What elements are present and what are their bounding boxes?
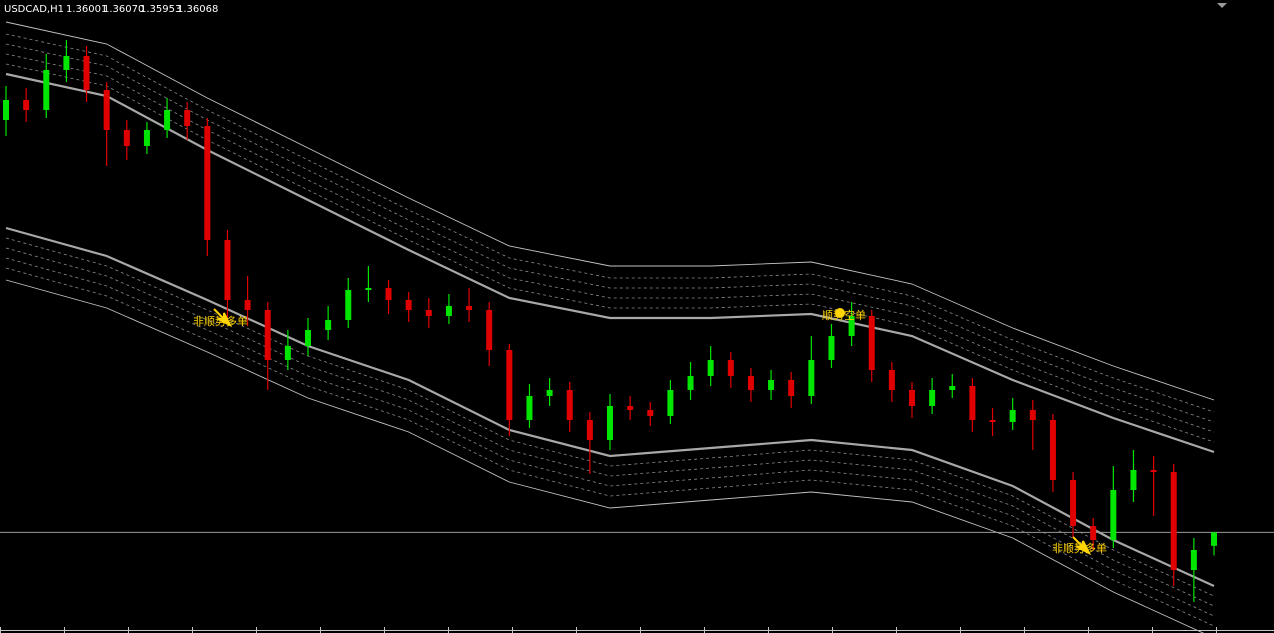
candle-body	[1150, 470, 1157, 472]
candle-body	[546, 390, 553, 396]
candle-body	[1190, 550, 1197, 570]
candle-body	[848, 316, 855, 336]
candle-body	[445, 306, 452, 316]
candle-body	[486, 310, 493, 350]
band-level	[5, 237, 1215, 597]
candle-body	[244, 300, 251, 310]
candle-body	[1110, 490, 1117, 540]
candle-body	[627, 406, 634, 410]
symbol: USDCAD,H1	[4, 4, 64, 15]
candle-body	[828, 336, 835, 360]
candle-body	[1211, 532, 1217, 546]
signal-dot	[835, 308, 845, 318]
candle-body	[305, 330, 311, 346]
candle-body	[687, 376, 694, 390]
candle-body	[23, 100, 30, 110]
band-center	[5, 226, 1215, 588]
candle-body	[1170, 472, 1177, 570]
candle-body	[909, 390, 915, 406]
signal-arrow	[1072, 536, 1092, 556]
quote: 1.36070	[103, 4, 144, 15]
candle-body	[83, 56, 90, 90]
candle-body	[808, 360, 815, 396]
candle-body	[969, 386, 976, 420]
candle-body	[888, 370, 895, 390]
candle-body	[868, 316, 875, 370]
candle-body	[1049, 420, 1056, 480]
candle-body	[1029, 410, 1036, 420]
candle-body	[989, 420, 996, 422]
candle-body	[103, 90, 110, 130]
candle-body	[506, 350, 513, 420]
candle-body	[1070, 480, 1077, 526]
candle-body	[566, 390, 573, 420]
candle-body	[526, 396, 533, 420]
candle-body	[3, 100, 9, 120]
candle-body	[365, 288, 372, 290]
signal-arrow	[213, 308, 233, 328]
candle-body	[123, 130, 130, 146]
candle-body	[43, 70, 50, 110]
band-edge	[5, 21, 1215, 401]
candle-body	[405, 300, 412, 310]
candle-body	[224, 240, 231, 300]
band-level	[5, 267, 1215, 627]
candle-body	[586, 420, 593, 440]
candle-body	[284, 346, 291, 360]
candle-body	[747, 376, 754, 390]
quote: 1.36001	[66, 4, 107, 15]
candle-body	[667, 390, 674, 416]
candle-body	[184, 110, 191, 126]
candle-body	[727, 360, 734, 376]
candle-body	[204, 126, 211, 240]
candle-body	[345, 290, 352, 320]
candle-body	[63, 56, 70, 70]
candle-body	[949, 386, 956, 390]
band-edge	[5, 279, 1205, 633]
candle-body	[325, 320, 332, 330]
candle-body	[788, 380, 795, 396]
candle-body	[1090, 526, 1097, 540]
candle-body	[425, 310, 432, 316]
candle-body	[647, 410, 654, 416]
candle-body	[1009, 410, 1016, 422]
candle-body	[143, 130, 150, 146]
candle-body	[707, 360, 714, 376]
candle-body	[164, 110, 171, 130]
candle-body	[607, 406, 613, 440]
quote: 1.36068	[177, 4, 218, 15]
band-level	[5, 247, 1215, 607]
candle-body	[264, 310, 271, 360]
shift-marker	[1217, 3, 1227, 8]
band-level	[5, 257, 1215, 617]
candle-body	[1130, 470, 1137, 490]
candle-body	[466, 306, 473, 310]
band-level	[5, 33, 1215, 413]
candle-body	[385, 288, 392, 300]
quote: 1.35953	[140, 4, 181, 15]
candle-body	[929, 390, 936, 406]
candle-body	[768, 380, 775, 390]
